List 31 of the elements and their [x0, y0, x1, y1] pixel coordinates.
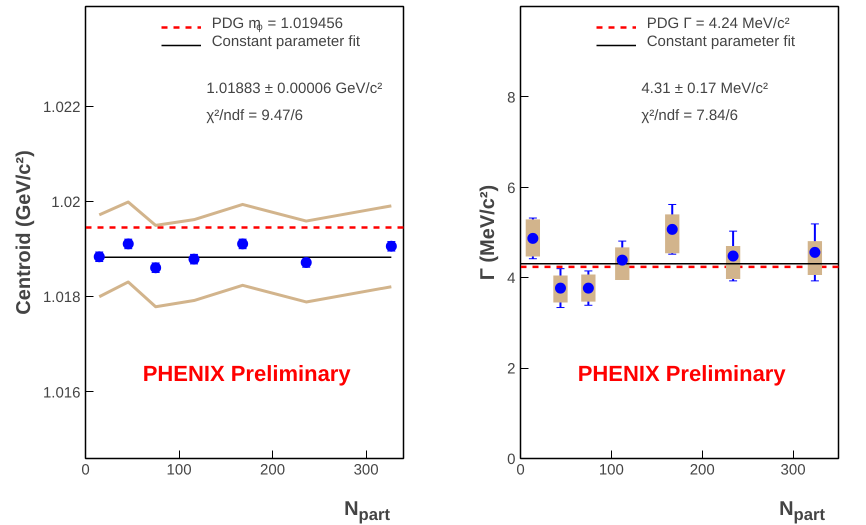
y-tick-label: 8: [507, 89, 516, 106]
y-tick-label: 1.018: [42, 289, 81, 306]
x-axis-title: N$_{part}$: [779, 497, 825, 525]
y-tick-label: 0: [507, 451, 516, 468]
legend-label: Constant parameter fit: [212, 33, 361, 50]
annotation: 1.01883 ± 0.00006 GeV/c²: [206, 80, 382, 97]
annotation: 4.31 ± 0.17 MeV/c²: [641, 80, 768, 97]
line-series: [98, 200, 393, 227]
annotation: PHENIX Preliminary: [578, 361, 786, 386]
y-tick-label: 1.022: [42, 98, 81, 116]
x-tick-label: 200: [260, 462, 286, 478]
annotation: χ²/ndf = 9.47/6: [206, 107, 304, 124]
y-tick-label: 6: [507, 180, 516, 197]
x-axis-title: N$_{part}$: [344, 497, 390, 525]
annotation: χ²/ndf = 7.84/6: [641, 107, 738, 124]
legend-label: PDG Γ = 4.24 MeV/c²: [646, 15, 790, 32]
y-tick-label: 1.016: [42, 384, 81, 402]
legend-label: Constant parameter fit: [646, 33, 796, 50]
point: [728, 250, 739, 262]
y-tick-label: 4: [507, 270, 516, 288]
x-tick-label: 300: [780, 462, 806, 478]
x-tick-label: 100: [166, 462, 192, 478]
line-series: [98, 280, 393, 308]
annotation: PHENIX Preliminary: [142, 361, 352, 386]
x-tick-label: 200: [690, 462, 715, 478]
y-axis-title: Γ (MeV/c²): [477, 184, 500, 280]
x-tick-label: 300: [354, 462, 379, 478]
y-axis-title: Centroid (GeV/c²): [12, 150, 35, 315]
x-tick-label: 100: [598, 462, 624, 478]
y-tick-label: 1.02: [51, 194, 81, 212]
y-tick-label: 2: [507, 360, 516, 378]
